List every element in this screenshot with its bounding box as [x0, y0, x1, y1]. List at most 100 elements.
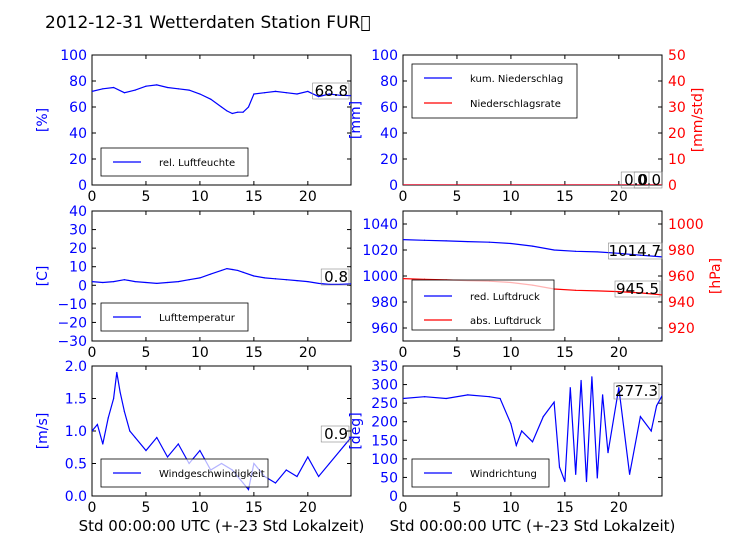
y-tick-label: 20 — [69, 241, 87, 257]
y-tick-label: 1040 — [362, 217, 398, 233]
y-tick-label: 1000 — [362, 269, 398, 285]
data-point — [521, 430, 523, 432]
legend-label: abs. Luftdruck — [470, 316, 541, 327]
data-point — [575, 250, 577, 252]
data-point — [488, 396, 490, 398]
y-tick-label-right: 960 — [668, 269, 695, 285]
data-point — [423, 396, 426, 398]
data-point — [318, 475, 320, 478]
data-point — [102, 443, 104, 445]
data-point — [145, 85, 147, 87]
y-tick-label: 40 — [380, 126, 398, 142]
data-point — [639, 254, 642, 256]
y-tick-label: 150 — [371, 433, 398, 449]
x-tick-label: 0 — [399, 189, 408, 205]
data-point — [188, 279, 190, 281]
data-point — [307, 280, 309, 283]
data-point — [553, 249, 555, 251]
data-point — [488, 241, 490, 243]
data-point — [350, 283, 351, 285]
y-tick-label: 980 — [371, 295, 398, 311]
y-tick-label-right: 940 — [668, 295, 695, 311]
y-tick-label: 2.0 — [65, 359, 87, 375]
data-point — [264, 277, 266, 279]
y-tick-label: 200 — [371, 415, 398, 431]
data-point — [237, 269, 239, 272]
data-point — [112, 280, 115, 283]
data-point — [575, 473, 577, 475]
data-point — [92, 280, 93, 283]
x-tick-label: 5 — [141, 189, 150, 205]
y-tick-label: 50 — [380, 470, 398, 486]
data-point — [656, 405, 658, 407]
value-annotation: 0.9 — [324, 425, 348, 443]
data-point — [156, 84, 158, 86]
legend-label: Windgeschwindigkeit — [159, 469, 265, 480]
legend-box — [411, 279, 555, 331]
data-point — [575, 289, 577, 291]
y-tick-label-right: 40 — [668, 74, 686, 90]
data-point — [119, 391, 121, 393]
data-point — [650, 430, 652, 432]
data-point — [123, 279, 125, 281]
data-point — [350, 94, 351, 97]
data-point — [296, 280, 298, 282]
y-tick-label: 0.0 — [65, 489, 87, 505]
data-point — [177, 88, 179, 90]
data-point — [134, 89, 136, 91]
annotation-box — [620, 171, 650, 189]
series-line-1 — [403, 376, 662, 482]
data-point — [585, 480, 588, 483]
y-tick-label-right: 10 — [668, 152, 686, 168]
annotation-box — [320, 268, 350, 286]
data-point — [328, 93, 331, 95]
data-point — [350, 436, 351, 439]
data-point — [112, 86, 115, 89]
y-tick-label-right: 0 — [668, 178, 677, 194]
x-tick-label: 20 — [299, 500, 317, 516]
data-point — [596, 251, 598, 253]
data-point — [92, 430, 93, 432]
y-tick-label: 80 — [69, 74, 87, 90]
legend-box — [411, 63, 578, 119]
y-axis-label-right: [mm/std] — [690, 88, 706, 153]
legend-label: Niederschlagsrate — [470, 99, 561, 110]
data-point — [591, 376, 593, 378]
x-axis-label: Std 00:00:00 UTC (+-23 Std Lokalzeit) — [79, 517, 365, 535]
data-point — [510, 423, 512, 425]
y-tick-label: −30 — [57, 334, 87, 350]
value-annotation: 945.5 — [616, 280, 659, 298]
data-point — [558, 466, 561, 468]
data-point — [423, 239, 426, 241]
y-tick-label: 100 — [60, 48, 87, 64]
x-tick-label: 5 — [141, 500, 150, 516]
y-tick-label: 0 — [389, 489, 398, 505]
data-point — [510, 242, 512, 245]
x-tick-label: 10 — [502, 500, 520, 516]
x-tick-label: 0 — [88, 345, 97, 361]
data-point — [445, 397, 447, 400]
y-tick-label: 960 — [371, 321, 398, 337]
data-point — [145, 281, 147, 284]
legend-label: red. Luftdruck — [470, 292, 540, 303]
data-point — [445, 240, 447, 242]
y-tick-label: 20 — [69, 152, 87, 168]
x-tick-label: 15 — [556, 189, 574, 205]
data-point — [242, 271, 244, 273]
data-point — [296, 475, 298, 478]
data-point — [274, 482, 277, 484]
y-tick-label: 100 — [371, 452, 398, 468]
y-tick-label: 0 — [389, 178, 398, 194]
data-point — [199, 277, 201, 279]
data-point — [467, 240, 469, 243]
data-point — [607, 452, 609, 454]
page-title: 2012-12-31 Wetterdaten Station FUR  — [45, 13, 371, 33]
data-point — [285, 92, 287, 94]
data-point — [339, 283, 341, 285]
data-point — [661, 395, 662, 397]
x-axis-label: Std 00:00:00 UTC (+-23 Std Lokalzeit) — [390, 517, 676, 535]
data-point — [145, 449, 147, 452]
panel-pressure: 0 5 10 15 20 960 980 1000 1020 1040 920 940 960 980 10… — [362, 210, 724, 361]
data-point — [553, 401, 555, 403]
